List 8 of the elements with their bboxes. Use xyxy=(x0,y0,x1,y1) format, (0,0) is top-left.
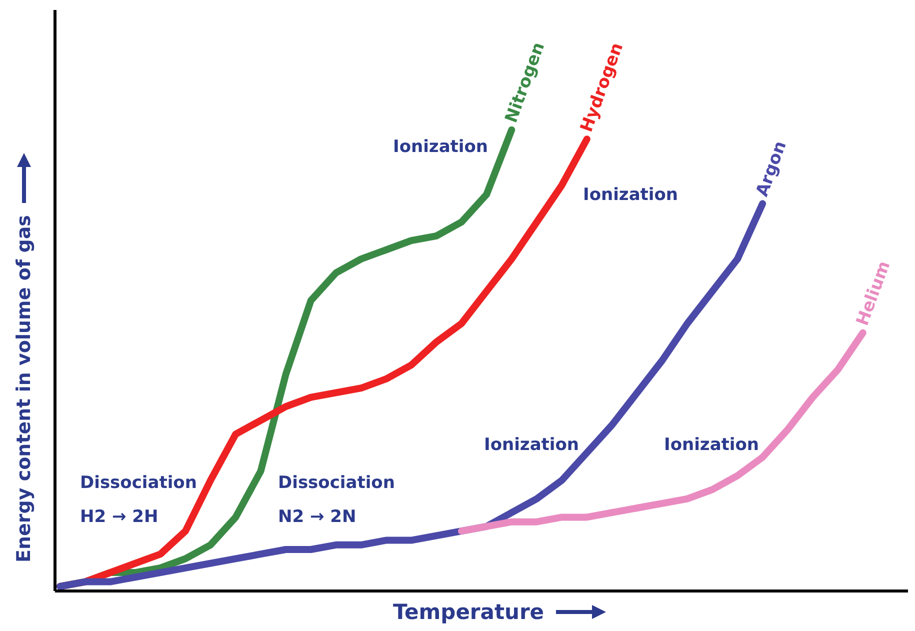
annotation: Ionization xyxy=(664,434,760,457)
y-axis-title: Energy content in volume of gas xyxy=(13,214,35,562)
annotation: Dissociation N2 → 2N xyxy=(278,472,395,529)
annotation: Ionization xyxy=(484,434,580,457)
annotation: Ionization xyxy=(393,136,488,159)
x-axis-title: Temperature xyxy=(393,600,544,624)
annotation: Ionization xyxy=(583,184,678,207)
annotation: Dissociation H2 → 2H xyxy=(80,472,197,529)
